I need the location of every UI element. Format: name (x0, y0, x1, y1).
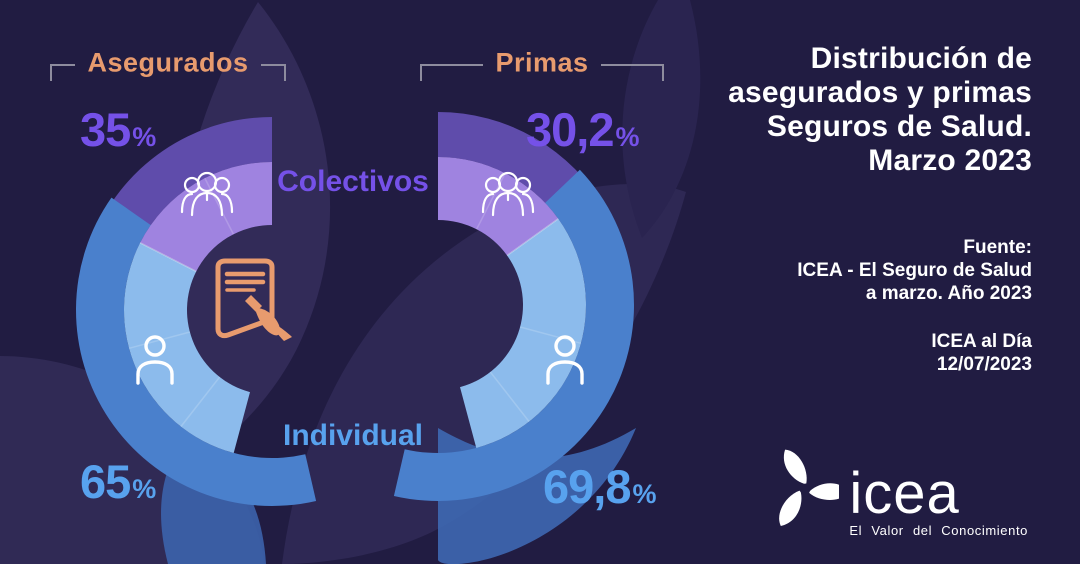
dateline-block: ICEA al Día 12/07/2023 (662, 330, 1032, 376)
chart-header-asegurados: Asegurados (50, 49, 287, 91)
group-icon (179, 168, 235, 231)
person-icon (543, 334, 587, 391)
person-icon (133, 334, 177, 391)
source-heading: Fuente: (963, 237, 1032, 258)
chart-label-asegurados: Asegurados (87, 47, 249, 78)
value-asegurados-colectivos: 35% (80, 103, 157, 156)
source-line: ICEA - El Seguro de Salud (797, 260, 1032, 281)
icea-pinwheel-icon (765, 441, 850, 536)
bracket-line (50, 64, 76, 81)
background-petal (167, 2, 331, 474)
segment-divider (204, 177, 235, 235)
title-line: asegurados y primas (728, 76, 1032, 109)
title-line: Marzo 2023 (868, 144, 1032, 177)
icea-wordmark: icea (849, 460, 960, 526)
bracket-line (420, 64, 484, 81)
value-asegurados-individual: 65% (80, 455, 157, 508)
arc-individual-dark (76, 197, 317, 506)
chart-label-primas: Primas (495, 47, 589, 78)
segment-divider (506, 218, 559, 257)
arc-colectivos-light (438, 157, 559, 256)
page-title: Distribución de asegurados y primas Segu… (662, 42, 1032, 178)
source-block: Fuente: ICEA - El Seguro de Salud a marz… (662, 236, 1032, 305)
chart-header-primas: Primas (420, 49, 664, 91)
icea-tagline: El Valor del Conocimiento (849, 523, 1028, 538)
value-primas-colectivos: 30,2% (526, 103, 640, 156)
arc-individual-light (459, 218, 586, 448)
source-line: a marzo. Año 2023 (865, 283, 1032, 304)
segment-divider (139, 242, 197, 273)
value-primas-individual: 69,8% (543, 460, 657, 513)
bracket-line (600, 64, 664, 81)
segment-divider (489, 371, 530, 423)
icea-logo: icea El Valor del Conocimiento (765, 441, 1028, 538)
arc-colectivos-light (140, 162, 272, 272)
arc-individual-light (123, 242, 251, 453)
bracket-line (260, 64, 287, 81)
arc-individual-dark (393, 169, 634, 502)
dateline-line: ICEA al Día (931, 331, 1032, 352)
group-icon (480, 168, 536, 231)
segment-divider (180, 376, 221, 428)
dateline-line: 12/07/2023 (936, 354, 1032, 375)
legend-individual: Individual (282, 419, 423, 452)
document-pen-icon (204, 257, 302, 356)
title-line: Seguros de Salud. (766, 110, 1032, 143)
title-line: Distribución de (810, 42, 1032, 75)
background-petal (622, 0, 701, 238)
icea-wordmark-block: icea El Valor del Conocimiento (849, 460, 1028, 538)
legend-colectivos: Colectivos (277, 165, 429, 198)
info-panel: Distribución de asegurados y primas Segu… (662, 42, 1032, 376)
